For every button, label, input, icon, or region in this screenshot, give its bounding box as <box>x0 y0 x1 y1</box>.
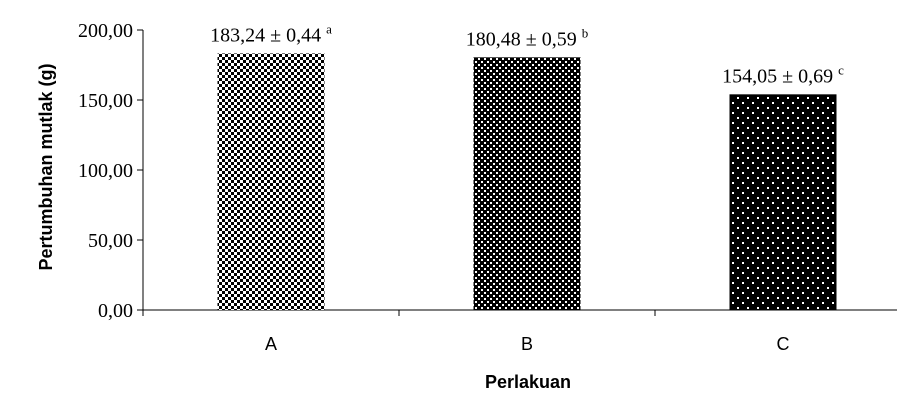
x-tick-label: B <box>521 334 533 354</box>
data-label: 154,05 ± 0,69 c <box>722 62 844 87</box>
y-tick-label: 100,00 <box>78 160 133 182</box>
data-label-value: 183,24 ± 0,44 <box>210 24 326 46</box>
y-tick-label: 200,00 <box>78 20 133 42</box>
data-label-superscript: b <box>582 25 589 40</box>
data-label: 180,48 ± 0,59 b <box>466 25 588 50</box>
data-label-value: 154,05 ± 0,69 <box>722 65 838 87</box>
x-axis-title: Perlakuan <box>485 372 571 392</box>
data-label-superscript: c <box>838 62 844 77</box>
plot-area: 0,00 50,00 100,00 150,00 200,00 A 183,24 ± 0,4… <box>78 20 897 354</box>
bar-C <box>730 94 837 310</box>
y-axis-title: Pertumbuhan mutlak (g) <box>36 63 56 270</box>
y-tick-label: 50,00 <box>88 230 133 252</box>
y-tick-label: 150,00 <box>78 90 133 112</box>
x-tick-label: A <box>265 334 277 354</box>
data-label-superscript: a <box>326 21 332 36</box>
x-tick-label: C <box>777 334 790 354</box>
bar-A <box>218 53 325 310</box>
data-label-value: 180,48 ± 0,59 <box>466 28 582 50</box>
y-tick-label: 0,00 <box>98 300 133 322</box>
data-label: 183,24 ± 0,44 a <box>210 21 332 46</box>
bar-B <box>474 57 581 310</box>
